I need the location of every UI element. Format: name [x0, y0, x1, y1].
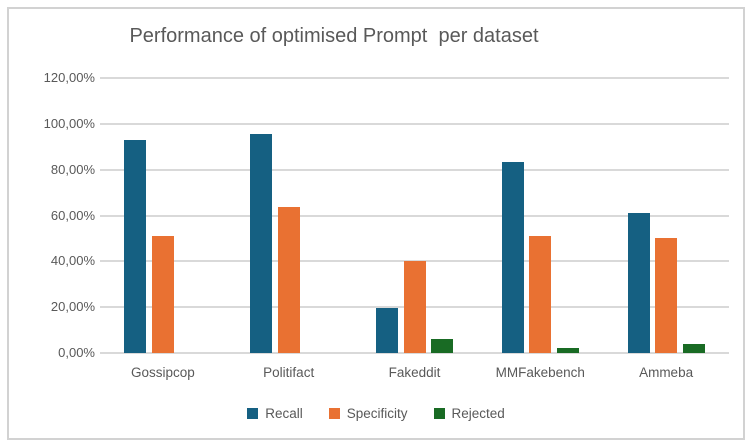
y-axis-tick-label-80: 80,00%: [50, 161, 95, 177]
legend-swatch-recall-icon: [247, 408, 259, 419]
bar-recall-fakeddit[interactable]: [376, 308, 398, 353]
y-axis-tick-label-120: 120,00%: [43, 70, 95, 85]
bar-recall-politifact[interactable]: [250, 134, 273, 353]
gridline-0: [100, 352, 729, 354]
bar-recall-mmfakebench[interactable]: [501, 161, 524, 353]
bar-rejected-mmfakebench[interactable]: [556, 348, 579, 353]
x-axis-label-gossipcop: Gossipcop: [131, 365, 195, 380]
bar-rejected-fakeddit[interactable]: [431, 339, 453, 353]
gridline-120: [100, 77, 729, 79]
legend-label-recall: Recall: [265, 406, 303, 421]
legend-label-rejected: Rejected: [451, 406, 505, 421]
chart-title: Performance of optimised Prompt per data…: [129, 25, 539, 47]
legend-item-recall[interactable]: Recall: [247, 406, 303, 421]
x-axis-label-mmfakebench: MMFakebench: [495, 365, 585, 380]
bar-recall-gossipcop[interactable]: [124, 139, 147, 353]
gridline-100: [100, 122, 729, 125]
y-axis: 0,00% 20,00% 40,00% 60,00% 80,00% 100,00% 120,…: [9, 70, 95, 360]
y-axis-tick-label-20: 20,00%: [50, 299, 95, 315]
y-axis-tick-label-0: 0,00%: [58, 345, 95, 360]
legend-item-specificity[interactable]: Specificity: [328, 406, 408, 421]
x-axis: Gossipcop Politifact Fakeddit MMFakebench Am…: [100, 365, 729, 385]
bar-specificity-mmfakebench[interactable]: [529, 236, 552, 353]
bar-recall-ammeba[interactable]: [627, 213, 650, 353]
legend-label-specificity: Specificity: [346, 406, 408, 421]
gridline-80: [100, 168, 729, 171]
y-axis-tick-label-60: 60,00%: [50, 207, 95, 223]
bar-specificity-politifact[interactable]: [277, 207, 300, 353]
chart-frame: Performance of optimised Prompt per data…: [7, 7, 745, 440]
x-axis-label-politifact: Politifact: [263, 365, 315, 380]
gridline-60: [100, 214, 729, 217]
x-axis-label-fakeddit: Fakeddit: [388, 365, 441, 380]
bar-specificity-gossipcop[interactable]: [151, 236, 174, 353]
legend-swatch-specificity-icon: [328, 408, 340, 419]
plot-area: [100, 77, 729, 354]
bar-specificity-fakeddit[interactable]: [403, 261, 426, 353]
y-axis-tick-label-40: 40,00%: [50, 253, 95, 269]
legend-swatch-rejected-icon: [433, 408, 445, 419]
legend: Recall Specificity Rejected: [9, 406, 743, 421]
bar-rejected-ammeba[interactable]: [682, 343, 705, 353]
y-axis-tick-label-100: 100,00%: [43, 115, 95, 131]
x-axis-label-ammeba: Ammeba: [639, 365, 694, 380]
legend-item-rejected[interactable]: Rejected: [433, 406, 505, 421]
bar-specificity-ammeba[interactable]: [655, 238, 678, 353]
